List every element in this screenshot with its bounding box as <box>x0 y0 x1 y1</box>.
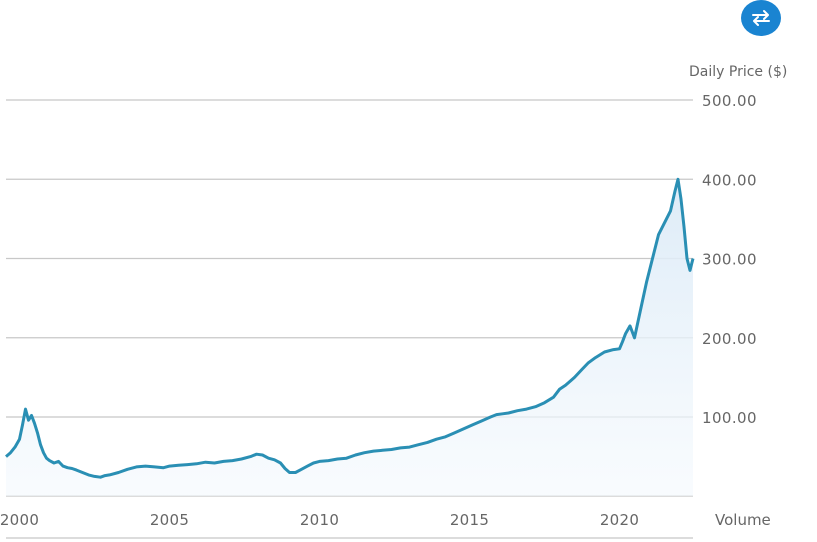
x-tick-label: 2015 <box>450 511 489 529</box>
y-tick-label: 500.00 <box>702 92 757 110</box>
price-line <box>5 177 695 479</box>
y-axis-title: Daily Price ($) <box>689 64 788 80</box>
x-axis-ticks: 2000 2005 2010 2015 2020 <box>0 511 639 529</box>
y-axis-ticks: 100.00 200.00 300.00 400.00 500.00 <box>702 92 757 427</box>
x-tick-label: 2020 <box>600 511 639 529</box>
x-tick-label: 2010 <box>300 511 339 529</box>
y-tick-label: 300.00 <box>702 251 757 269</box>
x-tick-label: 2000 <box>0 511 39 529</box>
y-tick-label: 200.00 <box>702 330 757 348</box>
y-tick-label: 400.00 <box>702 171 757 189</box>
x-tick-label: 2005 <box>150 511 189 529</box>
price-area <box>6 179 693 497</box>
y-tick-label: 100.00 <box>702 409 757 427</box>
volume-label: Volume <box>715 511 771 529</box>
swap-view-button[interactable] <box>741 0 781 36</box>
swap-arrows-icon <box>752 10 770 26</box>
